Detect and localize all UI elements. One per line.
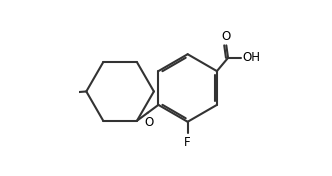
Text: O: O	[144, 116, 153, 129]
Text: O: O	[222, 30, 231, 43]
Text: OH: OH	[242, 51, 260, 64]
Text: F: F	[184, 136, 191, 149]
